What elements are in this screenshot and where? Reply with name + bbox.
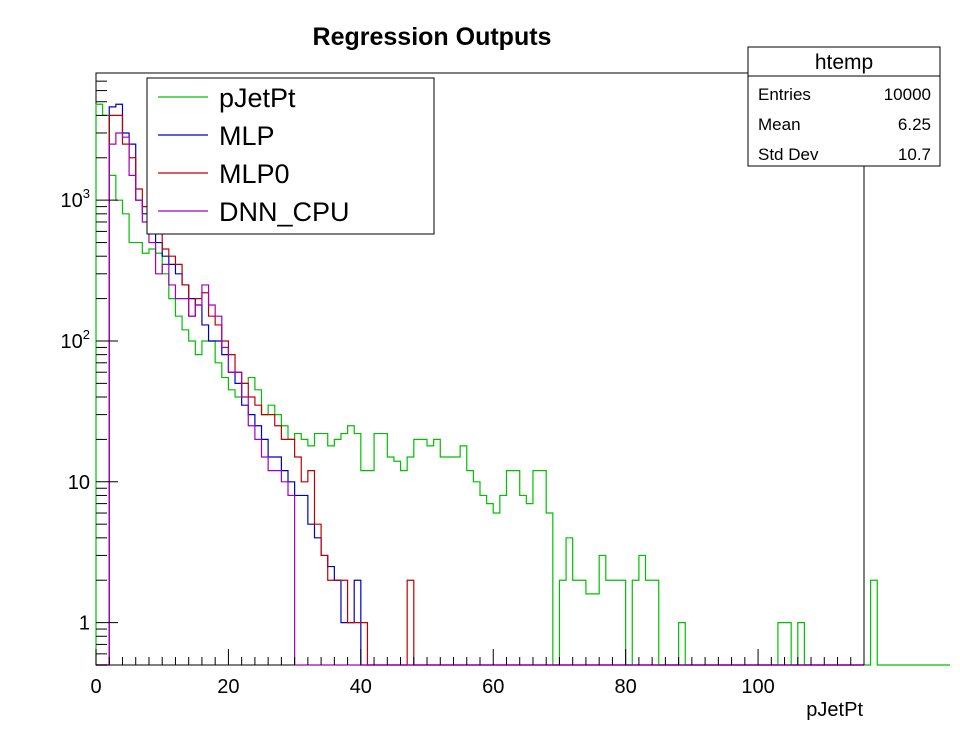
x-tick-label: 100 (741, 676, 774, 698)
stats-row-value: 10000 (884, 85, 931, 104)
y-tick-label: 102 (61, 327, 90, 353)
legend-entry: DNN_CPU (219, 197, 350, 227)
stats-row-label: Mean (758, 115, 801, 134)
x-tick-label: 20 (217, 676, 239, 698)
stats-row-value: 10.7 (898, 145, 931, 164)
histogram-series-dnn-cpu (96, 132, 864, 666)
y-tick-label: 10 (68, 472, 90, 494)
y-tick-label: 1 (79, 613, 90, 635)
x-tick-label: 0 (90, 676, 101, 698)
x-axis-label: pJetPt (806, 699, 863, 721)
legend: pJetPt MLP MLP0 DNN_CPU (146, 77, 435, 235)
legend-entry: MLP (219, 121, 275, 151)
x-tick-label: 40 (350, 676, 372, 698)
legend-box (146, 77, 435, 235)
stats-row-label: Std Dev (758, 145, 819, 164)
legend-entry: MLP0 (219, 159, 290, 189)
stats-row-value: 6.25 (898, 115, 931, 134)
stats-box-title: htemp (815, 51, 873, 74)
stats-box-frame (747, 46, 941, 167)
y-tick-label: 103 (61, 186, 90, 212)
x-tick-label: 80 (615, 676, 637, 698)
x-axis: 0 20 40 60 80 100 (90, 649, 865, 698)
chart-title: Regression Outputs (313, 23, 552, 51)
x-tick-label: 60 (482, 676, 504, 698)
y-axis: 1 10 102 103 (61, 72, 118, 666)
stats-row-label: Entries (758, 85, 811, 104)
legend-entry: pJetPt (219, 83, 296, 113)
